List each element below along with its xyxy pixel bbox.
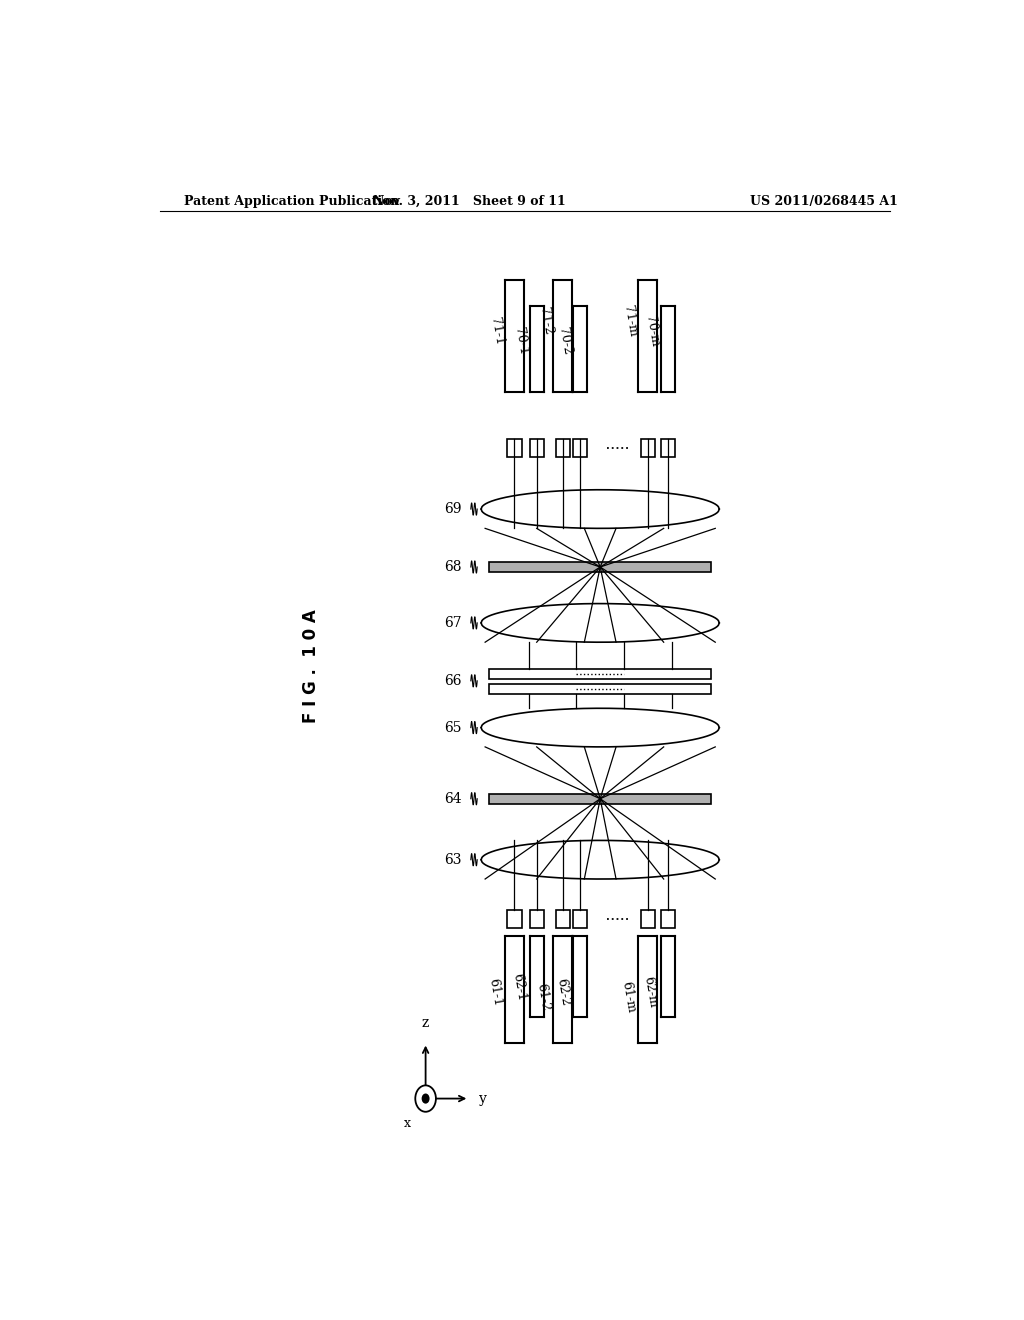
- Text: 71-1: 71-1: [488, 317, 506, 346]
- Text: 70-1: 70-1: [512, 326, 529, 356]
- Text: 63: 63: [443, 853, 461, 867]
- Text: F I G .  1 0 A: F I G . 1 0 A: [301, 610, 319, 723]
- Bar: [556, 909, 570, 928]
- Text: 71-m: 71-m: [622, 305, 640, 338]
- Bar: [573, 440, 588, 457]
- Text: 61-1: 61-1: [485, 977, 504, 1007]
- Bar: [529, 440, 544, 457]
- Text: 65: 65: [443, 721, 461, 735]
- Text: z: z: [422, 1016, 429, 1031]
- Bar: [489, 562, 712, 572]
- Bar: [573, 909, 588, 928]
- Bar: [556, 440, 570, 457]
- Bar: [660, 440, 675, 457]
- Text: 62-1: 62-1: [510, 972, 528, 1002]
- Circle shape: [422, 1093, 430, 1104]
- Bar: [641, 440, 655, 457]
- Text: 66: 66: [443, 673, 461, 688]
- Text: 69: 69: [443, 502, 461, 516]
- Text: Patent Application Publication: Patent Application Publication: [183, 195, 399, 209]
- Text: 71-2: 71-2: [537, 306, 554, 335]
- Text: y: y: [479, 1092, 486, 1106]
- Text: 61-2: 61-2: [535, 982, 552, 1012]
- Text: 62-m: 62-m: [641, 975, 659, 1008]
- Bar: [641, 909, 655, 928]
- Text: 67: 67: [443, 616, 461, 630]
- Text: Nov. 3, 2011   Sheet 9 of 11: Nov. 3, 2011 Sheet 9 of 11: [373, 195, 565, 209]
- Text: 70-m: 70-m: [643, 314, 660, 348]
- Bar: [507, 440, 521, 457]
- Bar: [529, 909, 544, 928]
- Bar: [489, 793, 712, 804]
- Bar: [507, 909, 521, 928]
- Bar: [489, 669, 712, 678]
- Bar: [660, 909, 675, 928]
- Text: 61-m: 61-m: [618, 981, 637, 1014]
- Text: x: x: [404, 1117, 412, 1130]
- Text: 64: 64: [443, 792, 461, 805]
- Text: 62-2: 62-2: [554, 977, 571, 1007]
- Bar: [489, 684, 712, 694]
- Circle shape: [416, 1085, 436, 1111]
- Text: 68: 68: [443, 560, 461, 574]
- Text: US 2011/0268445 A1: US 2011/0268445 A1: [750, 195, 898, 209]
- Text: 70-2: 70-2: [556, 326, 573, 356]
